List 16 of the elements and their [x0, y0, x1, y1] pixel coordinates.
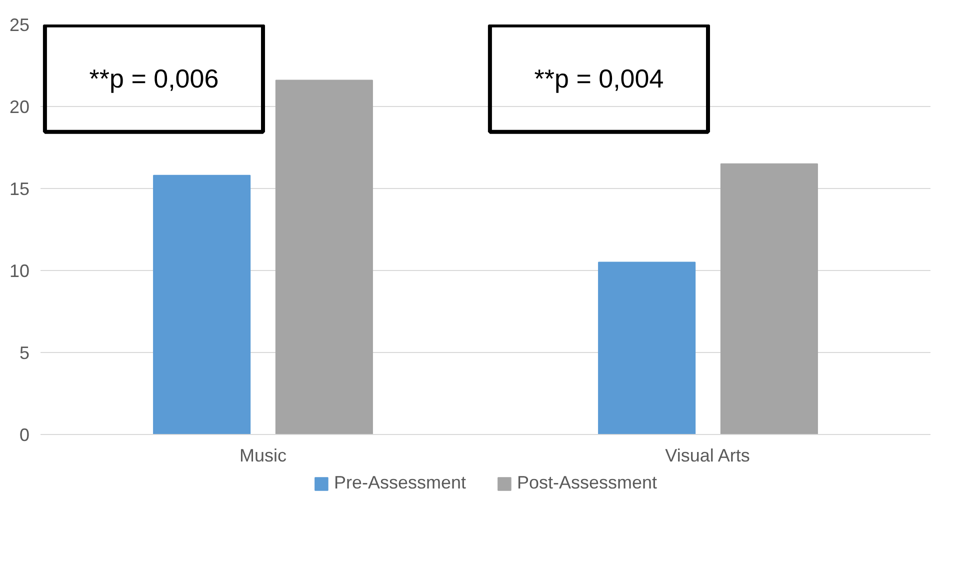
x-tick-label: Visual Arts	[665, 446, 750, 466]
annotation: **p = 0,006	[89, 64, 219, 94]
x-tick-label: Music	[240, 446, 287, 466]
y-tick-label: 20	[9, 97, 30, 117]
y-tick-label: 0	[19, 425, 30, 445]
bar	[598, 262, 696, 434]
bar	[275, 80, 373, 434]
y-tick-label: 15	[9, 179, 30, 199]
bar	[153, 174, 251, 434]
legend-label: Pre-Assessment	[334, 472, 466, 494]
y-tick-label: 25	[9, 15, 30, 35]
annotation: **p = 0,004	[534, 64, 664, 94]
legend-label: Post-Assessment	[517, 472, 658, 494]
bar	[720, 163, 818, 434]
y-tick-label: 10	[9, 261, 30, 281]
y-tick-label: 5	[19, 343, 30, 363]
